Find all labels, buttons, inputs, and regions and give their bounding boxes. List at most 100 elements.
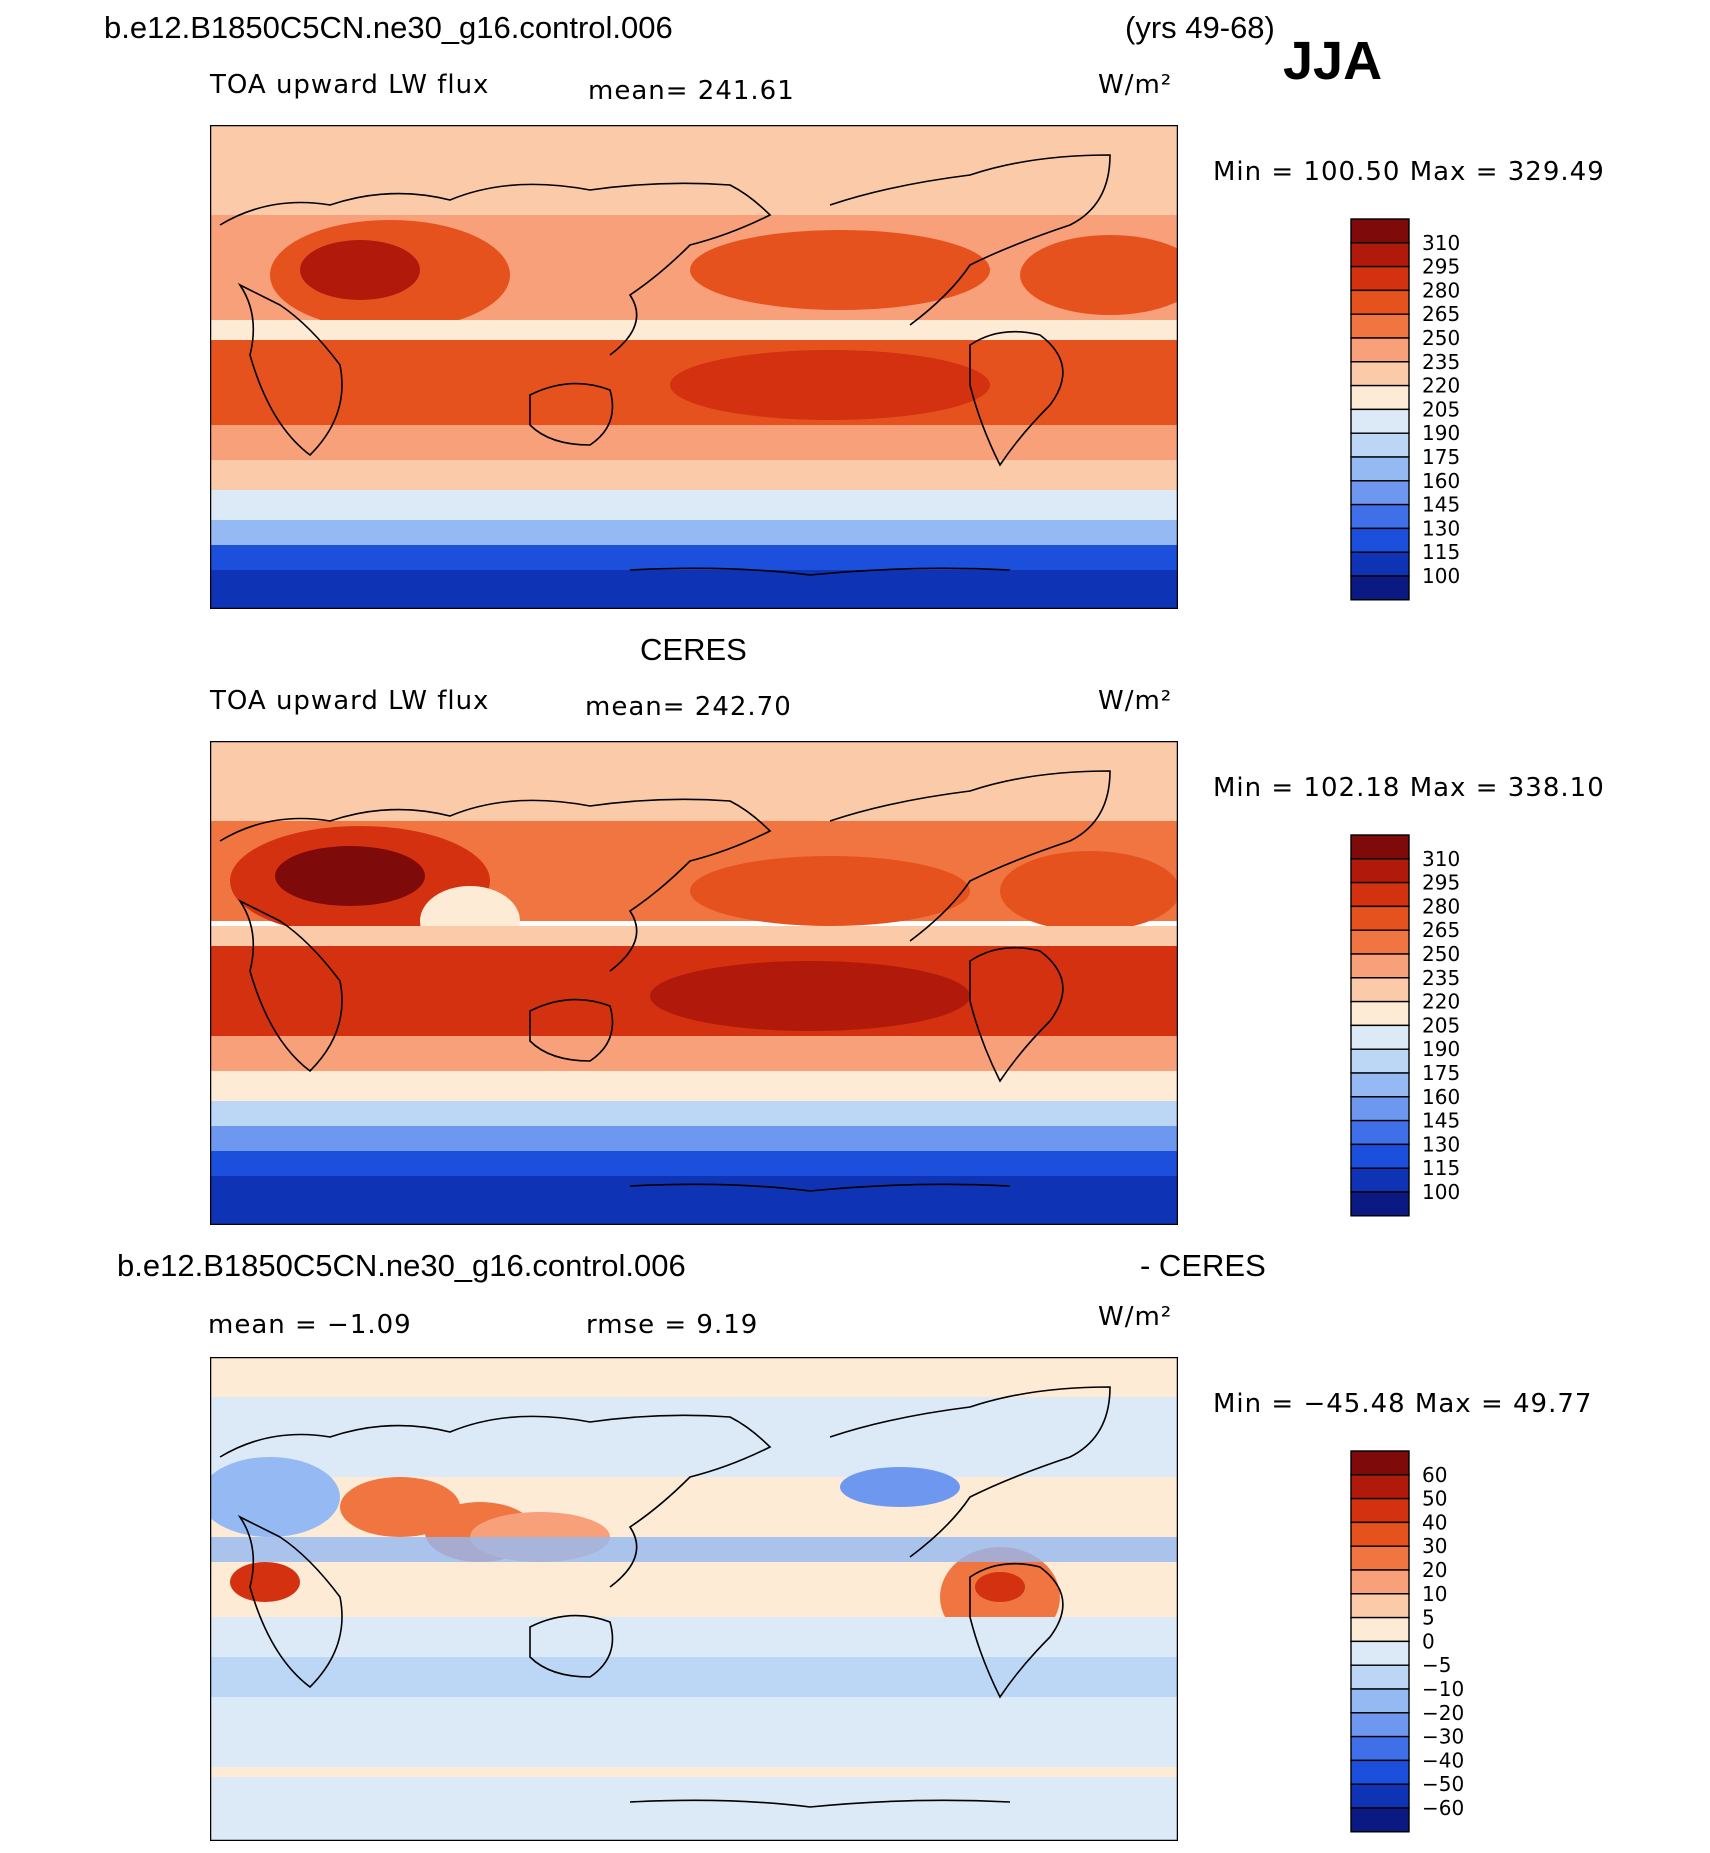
colorbar-label: 280 <box>1422 278 1460 302</box>
colorbar-swatch <box>1350 218 1410 244</box>
colorbar-label: 130 <box>1422 516 1460 540</box>
colorbar-swatch <box>1350 456 1410 482</box>
hot-arabia <box>275 846 425 906</box>
colorbar-label: −30 <box>1422 1725 1464 1749</box>
colorbar-label: 145 <box>1422 493 1460 517</box>
band-antarctic-core <box>210 570 1178 609</box>
panel3-rmse: rmse = 9.19 <box>586 1310 759 1340</box>
band-south-cool <box>210 490 1178 525</box>
panel3-minmax: Min = −45.48 Max = 49.77 <box>1213 1389 1593 1419</box>
panel1-variable: TOA upward LW flux <box>210 70 490 100</box>
panel2-title: CERES <box>640 632 747 667</box>
colorbar-swatch <box>1350 858 1410 884</box>
colorbar-label: 100 <box>1422 564 1460 588</box>
coastlines <box>219 770 1111 1192</box>
hot-natl <box>1020 235 1178 315</box>
colorbar-label: 50 <box>1422 1487 1447 1511</box>
hot-spac <box>670 350 990 420</box>
panel1-map <box>210 125 1178 609</box>
band-antarctic-core <box>210 1176 1178 1225</box>
colorbar-swatch <box>1350 1569 1410 1595</box>
colorbar-swatch <box>1350 1807 1410 1833</box>
colorbar-swatch <box>1350 480 1410 506</box>
panel2-minmax: Min = 102.18 Max = 338.10 <box>1213 773 1605 803</box>
hot-spac <box>650 961 970 1031</box>
colorbar-swatch <box>1350 1497 1410 1524</box>
colorbar-label: 265 <box>1422 918 1460 942</box>
colorbar-swatch <box>1350 1783 1410 1809</box>
colorbar-swatch <box>1350 408 1410 434</box>
colorbar-label: −10 <box>1422 1677 1464 1701</box>
colorbar-label: 115 <box>1422 540 1460 564</box>
colorbar-swatch <box>1350 1545 1410 1571</box>
band-south-sub <box>210 460 1178 495</box>
colorbar-swatch <box>1350 1664 1410 1690</box>
colorbar-swatch <box>1350 1072 1410 1098</box>
colorbar-swatch <box>1350 289 1410 315</box>
colorbar-swatch <box>1350 1143 1410 1169</box>
panel3-title-right: - CERES <box>1140 1248 1266 1283</box>
hot-amazon <box>975 1572 1025 1602</box>
panel3-map <box>210 1357 1178 1841</box>
panel2-variable: TOA upward LW flux <box>210 686 490 716</box>
colorbar-swatch <box>1350 834 1410 860</box>
warm-africa <box>230 1562 300 1602</box>
panel1-units: W/m² <box>1098 70 1173 100</box>
panel1-minmax: Min = 100.50 Max = 329.49 <box>1213 157 1605 187</box>
colorbar-label: 220 <box>1422 374 1460 398</box>
colorbar-label: 0 <box>1422 1629 1435 1653</box>
years-label: (yrs 49-68) <box>1125 10 1275 45</box>
colorbar-swatch <box>1350 1474 1410 1500</box>
colorbar-label: 250 <box>1422 326 1460 350</box>
cool-natl <box>210 1457 340 1537</box>
colorbar-label: 280 <box>1422 894 1460 918</box>
colorbar-label: 175 <box>1422 445 1460 469</box>
colorbar-swatch <box>1350 1191 1410 1217</box>
colorbar-label: 310 <box>1422 847 1460 871</box>
band-south-mid <box>210 1036 1178 1076</box>
coastlines <box>219 154 1111 576</box>
band-south-mid <box>210 425 1178 465</box>
hot-arabia <box>300 240 420 300</box>
colorbar-swatch <box>1350 1640 1410 1666</box>
colorbar-label: 20 <box>1422 1558 1447 1582</box>
colorbar-label: −20 <box>1422 1701 1464 1725</box>
colorbar-swatch <box>1350 881 1410 908</box>
colorbar-swatch <box>1350 1735 1410 1762</box>
colorbar-label: 10 <box>1422 1582 1447 1606</box>
colorbar-swatch <box>1350 265 1410 292</box>
colorbar-label: 205 <box>1422 1013 1460 1037</box>
colorbar-swatch <box>1350 361 1410 387</box>
colorbar-swatch <box>1350 384 1410 411</box>
colorbar-label: 205 <box>1422 397 1460 421</box>
colorbar-label: 100 <box>1422 1180 1460 1204</box>
colorbar-label: 310 <box>1422 231 1460 255</box>
colorbar-label: −60 <box>1422 1796 1464 1820</box>
panel2-units: W/m² <box>1098 686 1173 716</box>
colorbar-label: 40 <box>1422 1510 1447 1534</box>
colorbar-label: 130 <box>1422 1132 1460 1156</box>
colorbar-label: 190 <box>1422 1037 1460 1061</box>
hot-npac <box>690 856 970 926</box>
hot-natl <box>1000 851 1178 931</box>
band-north-cool <box>210 1397 1178 1477</box>
colorbar-label: −40 <box>1422 1748 1464 1772</box>
colorbar-swatch <box>1350 1167 1410 1193</box>
colorbar-label: 30 <box>1422 1534 1447 1558</box>
band-antarctic <box>210 1777 1178 1841</box>
colorbar-swatch <box>1350 1048 1410 1074</box>
colorbar-label: 115 <box>1422 1156 1460 1180</box>
cool-pacific-coast <box>840 1467 960 1507</box>
colorbar-swatch <box>1350 1096 1410 1122</box>
panel1-colorbar: 3102952802652502352202051901751601451301… <box>1350 218 1460 601</box>
band-south-cool2 <box>210 1657 1178 1697</box>
panel3-title-left: b.e12.B1850C5CN.ne30_g16.control.006 <box>117 1248 686 1283</box>
hot-npac <box>690 230 990 310</box>
colorbar-swatch <box>1350 1521 1410 1547</box>
colorbar-swatch <box>1350 432 1410 458</box>
colorbar-label: 175 <box>1422 1061 1460 1085</box>
colorbar-swatch <box>1350 337 1410 363</box>
colorbar-swatch <box>1350 1593 1410 1619</box>
colorbar-swatch <box>1350 242 1410 268</box>
colorbar-swatch <box>1350 503 1410 530</box>
